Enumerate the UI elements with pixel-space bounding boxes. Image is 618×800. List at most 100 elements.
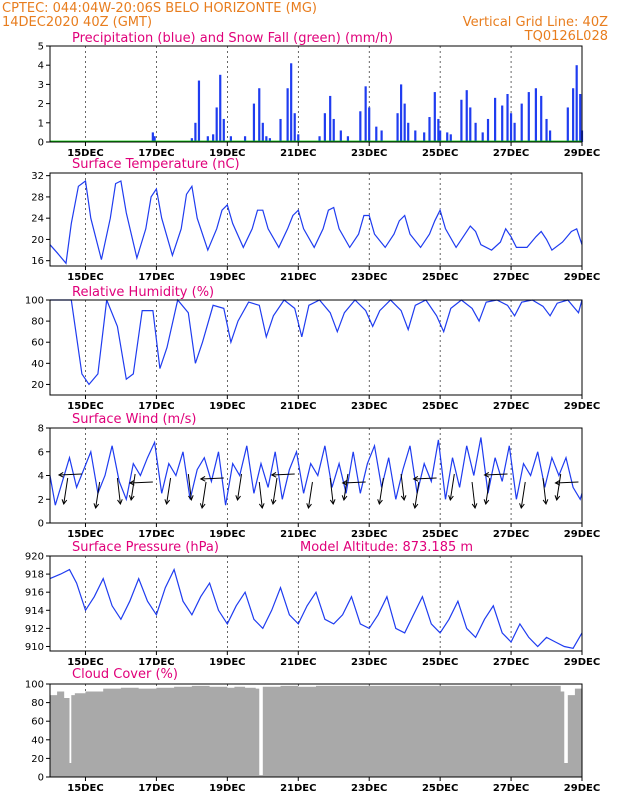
x-tick-label: 25DEC	[422, 401, 458, 412]
wind-arrow	[377, 477, 384, 506]
precip-bar	[575, 65, 578, 142]
wind-arrow	[542, 477, 549, 506]
wind-arrow	[61, 477, 69, 506]
y-tick-label: 8	[38, 424, 44, 435]
precip-bar	[190, 138, 193, 142]
y-tick-label: 2	[38, 99, 44, 110]
x-tick-label: 23DEC	[351, 657, 387, 668]
wind-arrow-shaft	[166, 477, 172, 505]
y-tick-label: 20	[31, 380, 44, 391]
precip-bar	[243, 136, 247, 142]
wind-arrow-head	[412, 503, 419, 510]
x-tick-label: 25DEC	[422, 657, 458, 668]
precip-bar	[332, 118, 335, 142]
panel-title: Surface Pressure (hPa)	[72, 540, 219, 555]
precip-bar	[566, 107, 569, 142]
precip-bar	[474, 122, 477, 142]
precip-bar	[153, 136, 156, 142]
precip-bar	[339, 130, 342, 142]
wind-arrow	[187, 473, 194, 502]
precip-bar	[380, 130, 383, 142]
wind-arrow-head	[93, 503, 100, 510]
precip-bar	[465, 90, 468, 142]
header-date: 14DEC2020 40Z (GMT)	[2, 15, 152, 30]
x-tick-label: 19DEC	[209, 148, 245, 159]
x-tick-label: 17DEC	[138, 657, 174, 668]
y-tick-label: 0	[38, 138, 44, 149]
plot-frame	[49, 299, 583, 396]
panel-title: Surface Wind (m/s)	[72, 412, 196, 427]
wind-arrow	[270, 477, 278, 506]
precip-bar	[329, 95, 332, 142]
panel-5: 910 912 914 916 918 920 15DEC 17DEC 19DEC 21DEC 23…	[25, 540, 600, 668]
wind-arrow-head	[448, 495, 454, 502]
precip-bar	[212, 134, 215, 142]
precip-bar	[290, 63, 293, 142]
x-tick-label: 15DEC	[67, 783, 103, 794]
precip-bar	[509, 113, 513, 142]
wind-arrow-head	[519, 503, 525, 510]
header-code: TQ0126L028	[524, 29, 608, 44]
precip-bar	[252, 103, 256, 142]
y-tick-label: 3	[38, 80, 44, 91]
wind-arrow	[519, 481, 526, 510]
precip-bar	[494, 97, 497, 142]
x-tick-label: 23DEC	[351, 783, 387, 794]
y-tick-label: 6	[38, 447, 44, 458]
wind-arrow-head	[341, 479, 348, 486]
precip-bar	[219, 74, 222, 142]
wind-arrow	[116, 477, 123, 506]
x-tick-label: 23DEC	[351, 148, 387, 159]
wind-arrow-shaft	[130, 473, 136, 501]
precip-bar	[449, 134, 452, 142]
wind-arrow-head	[377, 499, 383, 506]
x-tick-label: 15DEC	[67, 272, 103, 283]
y-tick-label: 16	[31, 256, 44, 267]
wind-arrow-head	[270, 499, 277, 506]
wind-arrow	[471, 481, 478, 510]
precip-bar	[229, 136, 232, 142]
precip-bar	[206, 136, 209, 142]
wind-arrow	[270, 471, 295, 478]
precip-bar	[258, 88, 261, 142]
x-tick-label: 27DEC	[493, 401, 529, 412]
y-tick-label: 28	[31, 192, 44, 203]
y-tick-label: 920	[25, 552, 44, 563]
plot-area	[50, 556, 582, 651]
wind-arrow-head	[188, 495, 194, 502]
wind-arrow	[235, 473, 243, 502]
wind-arrow	[128, 479, 153, 486]
x-tick-label: 27DEC	[493, 272, 529, 283]
wind-arrow	[412, 475, 437, 482]
wind-arrow	[448, 473, 455, 502]
precip-bar	[318, 136, 321, 142]
x-tick-label: 19DEC	[209, 529, 245, 540]
wind-arrow-head	[329, 499, 336, 506]
x-tick-label: 21DEC	[280, 401, 316, 412]
panel-1: 0 1 2 3 4 5 15DEC 17DEC 19DEC 21DEC 23DEC 25DEC 27DE…	[38, 31, 601, 159]
wind-arrow-shaft	[95, 481, 101, 509]
wind-arrow-head	[57, 471, 64, 478]
precip-bar	[469, 107, 472, 142]
wind-arrow-head	[554, 479, 561, 486]
x-tick-label: 27DEC	[493, 529, 529, 540]
x-tick-label: 21DEC	[280, 148, 316, 159]
x-tick-label: 25DEC	[422, 783, 458, 794]
wind-arrow-head	[471, 503, 478, 510]
precip-bar	[513, 122, 516, 142]
wind-arrow-shaft	[116, 477, 121, 505]
x-tick-label: 19DEC	[209, 272, 245, 283]
precip-bar	[359, 111, 362, 142]
wind-arrow-head	[164, 499, 171, 506]
wind-arrow-shaft	[342, 481, 366, 484]
wind-arrow-head	[270, 471, 277, 478]
wind-arrow-shaft	[413, 477, 437, 480]
wind-arrow	[341, 479, 366, 486]
precip-bar	[368, 107, 371, 142]
precip-bar	[403, 103, 406, 142]
precip-bar	[439, 130, 442, 142]
precip-bar	[579, 94, 582, 142]
plot-area	[50, 46, 582, 142]
x-tick-label: 21DEC	[280, 657, 316, 668]
wind-arrow-head	[258, 503, 265, 510]
